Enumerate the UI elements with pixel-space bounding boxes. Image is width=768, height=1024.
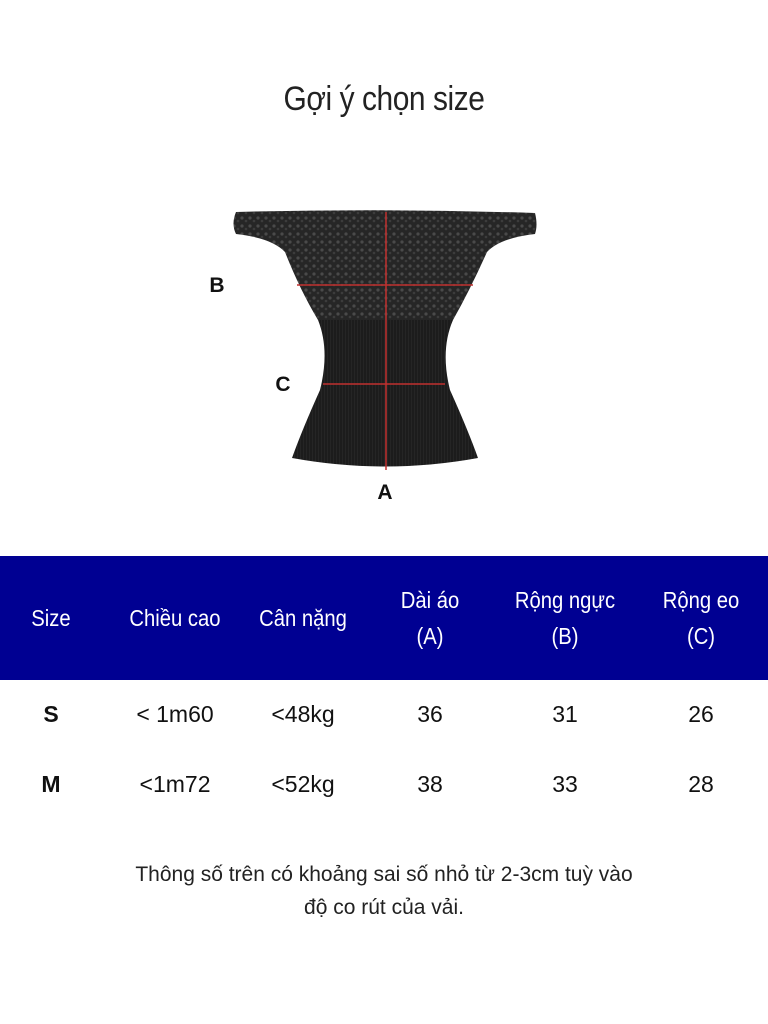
table-row: M <1m72 <52kg 38 33 28 xyxy=(0,764,768,804)
garment-ribbed-body xyxy=(292,320,478,467)
header-length: Dài áo (A) xyxy=(400,587,460,649)
cell-size: M xyxy=(41,771,61,797)
header-weight: Cân nặng xyxy=(259,605,347,631)
cell-bust: 31 xyxy=(552,701,578,727)
header-bust: Rộng ngực (B) xyxy=(514,587,616,649)
label-a: A xyxy=(377,481,393,504)
cell-height: <1m72 xyxy=(139,771,211,797)
cell-length: 38 xyxy=(417,771,443,797)
cell-waist: 26 xyxy=(688,701,714,727)
table-row: S < 1m60 <48kg 36 31 26 xyxy=(0,694,768,734)
page-title: Gợi ý chọn size xyxy=(283,80,485,118)
garment-lace-top xyxy=(233,210,537,320)
cell-length: 36 xyxy=(417,701,443,727)
cell-size: S xyxy=(43,701,59,727)
cell-height: < 1m60 xyxy=(136,701,214,727)
garment-diagram xyxy=(233,210,537,470)
cell-weight: <48kg xyxy=(271,701,335,727)
size-note: Thông số trên có khoảng sai số nhỏ từ 2-… xyxy=(135,863,633,919)
header-size: Size xyxy=(31,605,71,631)
header-waist: Rộng eo (C) xyxy=(662,587,740,649)
label-c: C xyxy=(275,373,291,396)
label-b: B xyxy=(209,274,225,297)
cell-waist: 28 xyxy=(688,771,714,797)
cell-bust: 33 xyxy=(552,771,578,797)
header-height: Chiều cao xyxy=(129,605,221,631)
cell-weight: <52kg xyxy=(271,771,335,797)
size-table-header: Size Chiều cao Cân nặng Dài áo (A) Rộng n… xyxy=(0,556,768,680)
